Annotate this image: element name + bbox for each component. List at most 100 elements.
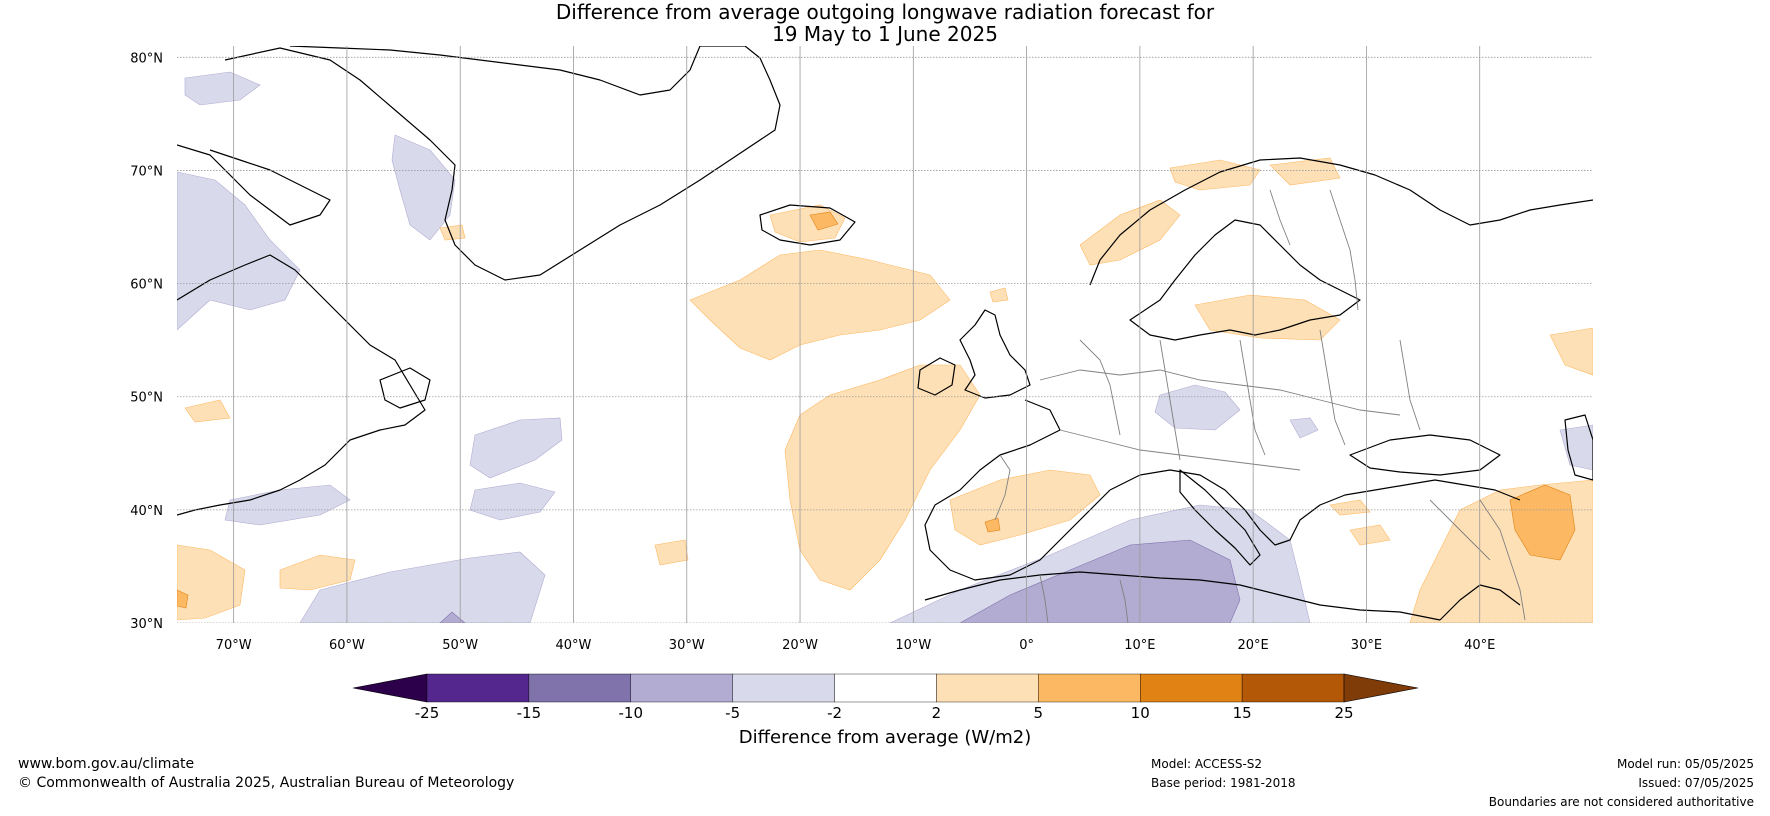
neg-region-sahara-core bbox=[959, 539, 1241, 623]
coast-italy bbox=[1179, 469, 1261, 566]
pos-region-azores bbox=[654, 539, 689, 566]
moderate-negative-regions bbox=[439, 539, 1241, 623]
colorbar-over-extension bbox=[1343, 673, 1419, 703]
lon-tick-label: 0° bbox=[1019, 638, 1034, 653]
footer-model: Model: ACCESS-S2 bbox=[1151, 757, 1263, 771]
colorbar-bin bbox=[528, 673, 631, 703]
pos-region-cyprus bbox=[1329, 499, 1371, 516]
pos-region-norway bbox=[1079, 199, 1181, 266]
positive-anomaly-regions bbox=[177, 157, 1593, 623]
lon-tick-label: 10°E bbox=[1124, 638, 1155, 653]
colorbar-tick-label: -10 bbox=[619, 704, 644, 722]
neg-region-caspian bbox=[1559, 424, 1593, 471]
colorbar-tick-label: 10 bbox=[1131, 704, 1150, 722]
pos-region-w-atlantic-2 bbox=[279, 554, 356, 591]
border-11 bbox=[1119, 579, 1129, 623]
coast-caspian bbox=[1564, 414, 1593, 481]
colorbar-tick-label: 5 bbox=[1034, 704, 1044, 722]
coast-labrador bbox=[177, 254, 426, 516]
coast-black-sea bbox=[1349, 434, 1501, 476]
latitude-labels: 80°N 70°N 60°N 50°N 40°N 30°N bbox=[130, 51, 163, 632]
neg-region-greenland-west bbox=[391, 134, 456, 241]
colorbar-tick-label: -15 bbox=[517, 704, 542, 722]
lon-tick-label: 50°W bbox=[442, 638, 478, 653]
lon-tick-label: 30°E bbox=[1351, 638, 1382, 653]
neg-region-atlantic-1 bbox=[469, 417, 563, 479]
pos-region-baltic bbox=[1194, 294, 1341, 341]
lon-tick-label: 40°E bbox=[1464, 638, 1495, 653]
border-1 bbox=[1039, 369, 1401, 416]
lon-tick-label: 60°W bbox=[329, 638, 365, 653]
colorbar-under-extension bbox=[352, 673, 428, 703]
coast-mediterranean-north bbox=[1109, 469, 1521, 546]
neg-region-atlantic-3 bbox=[469, 482, 556, 521]
neg-region-atlantic-core bbox=[439, 611, 466, 623]
colorbar-tick-label: 15 bbox=[1233, 704, 1252, 722]
lon-tick-label: 20°W bbox=[782, 638, 818, 653]
colorbar-title: Difference from average (W/m2) bbox=[738, 727, 1032, 748]
coast-north-africa bbox=[924, 571, 1441, 621]
coast-greenland bbox=[224, 46, 781, 281]
colorbar-tick-label: -5 bbox=[725, 704, 740, 722]
colorbar-bin bbox=[732, 673, 835, 703]
neg-region-atlantic-south bbox=[299, 551, 546, 623]
lat-tick-label: 30°N bbox=[130, 617, 163, 632]
coast-newfoundland bbox=[379, 367, 431, 409]
footer-base-period: Base period: 1981-2018 bbox=[1151, 776, 1296, 790]
pos-region-turkey-small bbox=[1349, 524, 1391, 546]
footer-disclaimer: Boundaries are not considered authoritat… bbox=[1488, 795, 1754, 809]
pos-region-syria-core bbox=[1509, 484, 1576, 561]
footer-issued: Issued: 07/05/2025 bbox=[1638, 776, 1754, 790]
coast-iceland bbox=[759, 204, 856, 246]
border-2 bbox=[1079, 339, 1121, 436]
colorbar-tick-label: -2 bbox=[827, 704, 842, 722]
border-5 bbox=[1319, 329, 1346, 446]
lon-tick-label: 70°W bbox=[216, 638, 252, 653]
neg-region-atlantic-2 bbox=[224, 484, 351, 526]
border-4 bbox=[1239, 339, 1266, 456]
neg-region-ukraine bbox=[1289, 417, 1319, 439]
longitude-labels: 70°W 60°W 50°W 40°W 30°W 20°W 10°W 0° 10°E 20°E 30… bbox=[216, 638, 1496, 653]
colorbar-tick-label: 25 bbox=[1334, 704, 1353, 722]
colorbar: -25 -15 -10 -5 -2 2 5 10 15 25 bbox=[352, 673, 1419, 722]
coast-britain bbox=[959, 309, 1031, 399]
lon-tick-label: 10°W bbox=[895, 638, 931, 653]
colorbar-tick-label: 2 bbox=[932, 704, 942, 722]
colorbar-bin bbox=[630, 673, 733, 703]
border-9 bbox=[1269, 189, 1291, 246]
lat-tick-label: 80°N bbox=[130, 51, 163, 66]
colorbar-bin bbox=[1038, 673, 1141, 703]
pos-region-iberia-atlantic bbox=[784, 364, 981, 591]
colorbar-bin bbox=[936, 673, 1039, 703]
border-14 bbox=[994, 454, 1011, 521]
coast-baffin-area bbox=[177, 144, 331, 226]
coast-sweden-baltic bbox=[1129, 219, 1361, 341]
pos-region-greenland-east bbox=[439, 224, 466, 241]
lat-tick-label: 50°N bbox=[130, 391, 163, 406]
title-line-2: 19 May to 1 June 2025 bbox=[772, 22, 998, 46]
coast-ireland bbox=[917, 357, 956, 396]
lon-tick-label: 20°E bbox=[1238, 638, 1269, 653]
pos-region-spain-core bbox=[984, 517, 1001, 533]
border-6 bbox=[1399, 339, 1421, 431]
lon-tick-label: 40°W bbox=[556, 638, 592, 653]
neg-region-labrador bbox=[177, 171, 301, 331]
neg-region-alps bbox=[1154, 384, 1241, 431]
map-content bbox=[177, 46, 1593, 623]
lat-tick-label: 70°N bbox=[130, 164, 163, 179]
footer-model-run: Model run: 05/05/2025 bbox=[1616, 757, 1754, 771]
colorbar-bin bbox=[834, 673, 937, 703]
border-12 bbox=[1039, 574, 1049, 623]
colorbar-bin bbox=[1140, 673, 1243, 703]
pos-region-russia-east bbox=[1549, 327, 1593, 376]
coast-europe-atlantic bbox=[924, 399, 1111, 581]
border-8 bbox=[1329, 189, 1359, 311]
pos-region-iceland-core bbox=[809, 211, 839, 231]
moderate-positive-regions bbox=[177, 211, 1576, 609]
colorbar-tick-label: -25 bbox=[415, 704, 440, 722]
colorbar-bin bbox=[426, 673, 530, 703]
footer-website: www.bom.gov.au/climate bbox=[18, 756, 195, 772]
neg-region-baffin bbox=[184, 71, 261, 106]
lon-tick-label: 30°W bbox=[669, 638, 705, 653]
